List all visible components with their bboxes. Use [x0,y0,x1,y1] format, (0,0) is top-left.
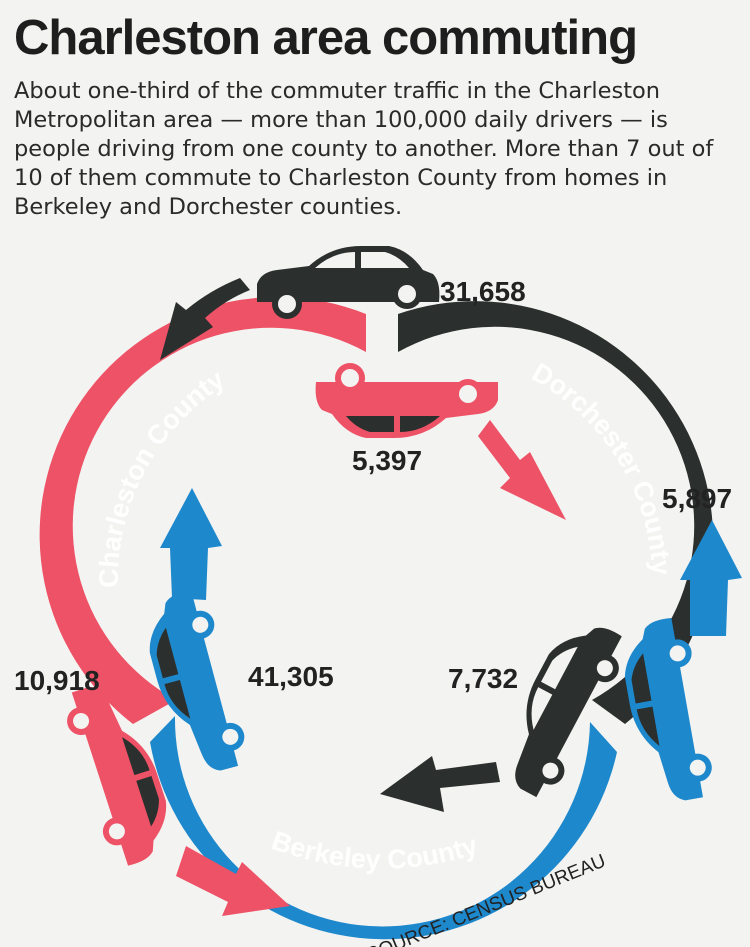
arrow-icon [680,520,742,636]
car-icon [515,627,622,798]
flow-dorchester-to-berkeley: 7,732 [448,663,518,694]
arrow-icon [380,756,500,812]
berkeley-county-label: Berkeley County [268,825,481,874]
arrow-icon [176,846,290,916]
car-icon [315,363,498,438]
flow-dorchester-to-charleston: 31,658 [440,276,526,307]
car-icon [257,246,440,319]
car-icon [67,686,167,866]
intro-paragraph: About one-third of the commuter traffic … [14,78,714,220]
flow-berkeley-to-charleston: 41,305 [248,661,334,692]
flow-berkeley-to-dorchester: 5,897 [662,483,732,514]
car-icon [149,590,245,771]
arrow-icon [160,488,222,600]
arrow-icon [160,278,250,360]
flow-charleston-to-dorchester: 5,397 [352,445,422,476]
car-icon [624,617,712,801]
svg-text:Berkeley County: Berkeley County [268,825,481,874]
arrow-icon [478,420,566,520]
page-title: Charleston area commuting [14,11,638,65]
flow-charleston-to-berkeley: 10,918 [14,665,100,696]
